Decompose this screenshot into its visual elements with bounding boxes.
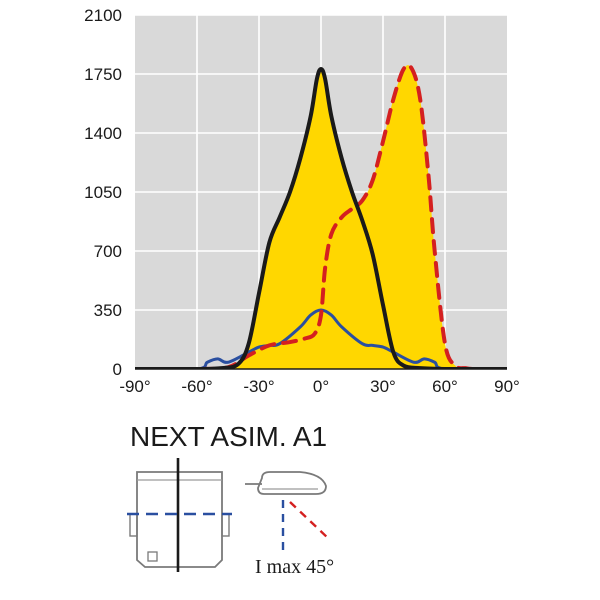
fixture-connector — [147, 551, 158, 562]
series-fill-black — [135, 68, 507, 369]
series-line-black — [135, 66, 507, 369]
imax-label: I max 45° — [255, 556, 334, 578]
fixture-bracket-right — [221, 513, 230, 537]
x-tick-label: 30° — [370, 377, 396, 396]
x-tick-label: 60° — [432, 377, 458, 396]
distribution-fill — [135, 65, 507, 369]
y-tick-label: 1050 — [84, 183, 122, 202]
x-tick-label: -60° — [181, 377, 212, 396]
side-view-diagram — [245, 471, 331, 552]
series-line-red — [135, 63, 507, 369]
y-tick-labels: 0 350 700 1050 1400 1750 2100 — [84, 6, 122, 379]
fixture-front-body — [136, 471, 223, 568]
y-tick-label: 0 — [113, 360, 122, 379]
y-tick-label: 1400 — [84, 124, 122, 143]
series-fill-red — [135, 65, 507, 369]
front-view-diagram — [127, 458, 232, 572]
imax-direction-line — [289, 501, 331, 541]
x-tick-label: -90° — [119, 377, 150, 396]
y-tick-label: 1750 — [84, 65, 122, 84]
x-tick-label: -30° — [243, 377, 274, 396]
y-tick-label: 700 — [94, 242, 122, 261]
fixture-bracket-left — [129, 513, 138, 537]
x-tick-labels: -90° -60° -30° 0° 30° 60° 90° — [119, 377, 520, 396]
product-title: NEXT ASIM. A1 — [130, 421, 327, 452]
series-curves — [135, 63, 507, 369]
x-tick-label: 90° — [494, 377, 520, 396]
y-tick-label: 350 — [94, 301, 122, 320]
fixture-side-body — [257, 471, 327, 495]
y-tick-label: 2100 — [84, 6, 122, 25]
x-tick-label: 0° — [313, 377, 329, 396]
